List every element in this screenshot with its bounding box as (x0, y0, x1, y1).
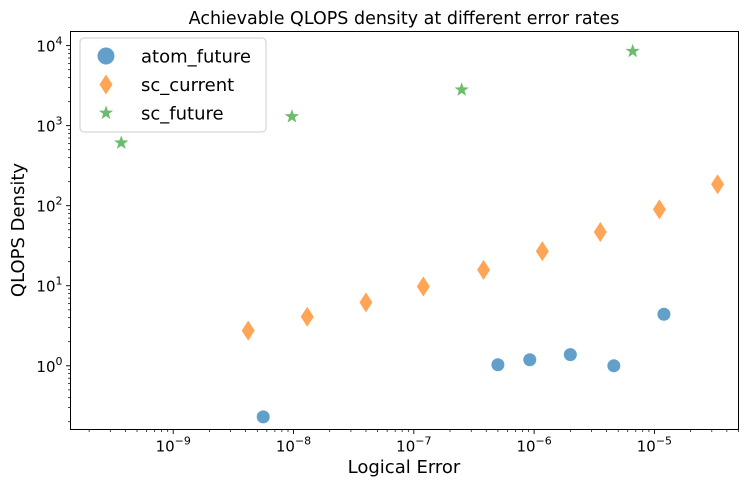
series-sc-current (241, 174, 725, 341)
legend-marker-sc-future (98, 105, 114, 120)
x-tick-label: 10−5 (637, 435, 672, 456)
y-tick-base: 10 (36, 358, 55, 376)
legend-label: sc_current (141, 75, 234, 96)
x-tick-base: 10 (396, 438, 415, 456)
data-point (593, 221, 607, 242)
x-tick-exponent: −9 (175, 435, 191, 448)
data-point (477, 259, 491, 280)
y-tick-exponent: 0 (56, 355, 63, 368)
y-tick-exponent: 1 (56, 275, 63, 288)
y-tick-label: 104 (36, 35, 62, 56)
data-point (359, 292, 373, 313)
x-tick-exponent: −7 (415, 435, 431, 448)
data-point (114, 135, 129, 149)
x-tick-base: 10 (276, 438, 295, 456)
y-tick-label: 102 (36, 195, 62, 216)
legend-marker-sc-current (99, 74, 113, 95)
y-tick-exponent: 3 (56, 115, 63, 128)
x-tick-base: 10 (637, 438, 656, 456)
series-atom-future (256, 307, 671, 424)
data-point (241, 320, 255, 341)
y-tick-exponent: 2 (56, 195, 63, 208)
data-point (625, 43, 640, 58)
y-tick-base: 10 (36, 198, 55, 216)
data-point (300, 306, 314, 327)
x-tick-exponent: −8 (295, 435, 311, 448)
chart-title: Achievable QLOPS density at different er… (189, 9, 620, 29)
data-point (652, 199, 666, 220)
data-point (284, 109, 300, 123)
x-tick-base: 10 (156, 438, 175, 456)
data-point (535, 241, 549, 262)
series-sc-future (114, 43, 640, 149)
data-point (454, 82, 469, 96)
data-point (523, 353, 537, 367)
data-layer (114, 43, 725, 424)
x-tick-label: 10−8 (276, 435, 311, 456)
data-point (491, 358, 505, 372)
y-tick-base: 10 (36, 278, 55, 296)
x-axis-label: Logical Error (348, 457, 461, 478)
y-axis-label: QLOPS Density (8, 163, 29, 298)
y-tick-label: 100 (36, 355, 62, 376)
data-point (416, 276, 430, 297)
x-tick-exponent: −5 (656, 435, 672, 448)
y-tick-label: 101 (36, 275, 62, 296)
y-tick-base: 10 (36, 38, 55, 56)
data-point (607, 359, 621, 373)
data-point (657, 307, 671, 321)
data-point (563, 348, 577, 362)
data-point (711, 174, 725, 195)
y-tick-label: 103 (36, 115, 62, 136)
legend-label: sc_future (141, 104, 224, 125)
x-tick-label: 10−6 (516, 435, 551, 456)
x-tick-exponent: −6 (536, 435, 552, 448)
x-tick-label: 10−9 (156, 435, 191, 456)
legend: atom_future sc_current sc_future (79, 37, 267, 133)
x-tick-label: 10−7 (396, 435, 431, 456)
x-tick-base: 10 (516, 438, 535, 456)
plot-frame (70, 31, 739, 430)
data-point (256, 410, 270, 424)
legend-label: atom_future (141, 47, 251, 68)
legend-marker-atom-future (97, 47, 115, 65)
y-tick-base: 10 (36, 118, 55, 136)
legend-box (79, 37, 267, 133)
y-tick-exponent: 4 (56, 35, 63, 48)
